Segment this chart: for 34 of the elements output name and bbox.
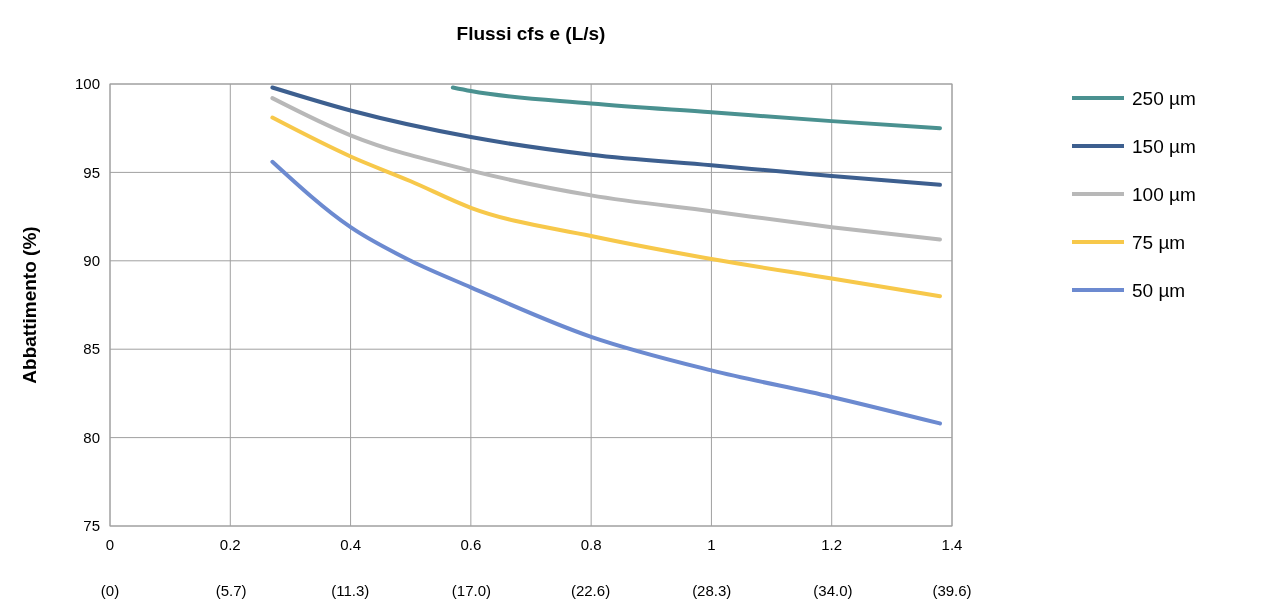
x2-tick-label: (11.3) xyxy=(331,582,370,599)
x2-tick-label: (34.0) xyxy=(813,582,853,599)
x2-tick-label: (22.6) xyxy=(570,582,611,599)
x2-tick-label: (17.0) xyxy=(451,582,492,599)
x2-tick-label: (5.7) xyxy=(215,582,247,599)
y-tick-label: 95 xyxy=(83,163,100,181)
legend-label: 150 µm xyxy=(1132,135,1196,157)
x-tick-label: 0.6 xyxy=(460,536,482,553)
x2-tick-label: (0) xyxy=(100,582,120,599)
x-tick-label: 0.4 xyxy=(340,536,361,553)
x-tick-label: 0.8 xyxy=(580,536,602,553)
line-series xyxy=(270,85,942,187)
y-tick-label: 90 xyxy=(83,252,100,270)
y-tick-label: 85 xyxy=(83,340,100,358)
y-tick-label: 100 xyxy=(74,75,100,93)
x-tick-label: 0 xyxy=(105,536,115,553)
line-series xyxy=(270,159,942,426)
x-tick-label: 0.2 xyxy=(219,536,241,553)
legend-label: 50 µm xyxy=(1132,279,1186,301)
x-tick-label: 1 xyxy=(707,536,716,553)
line-series xyxy=(450,85,942,131)
legend-label: 100 µm xyxy=(1132,183,1196,205)
y-axis-title: Abbattimento (%) xyxy=(19,226,40,384)
legend-label: 75 µm xyxy=(1132,231,1186,253)
x-tick-label: 1.4 xyxy=(941,536,963,553)
x-tick-label: 1.2 xyxy=(821,536,843,553)
chart-title: Flussi cfs e (L/s) xyxy=(456,23,606,44)
line-series xyxy=(270,115,942,299)
x2-tick-label: (28.3) xyxy=(692,582,732,599)
y-tick-label: 80 xyxy=(83,428,100,446)
x2-tick-label: (39.6) xyxy=(932,582,972,599)
y-tick-label: 75 xyxy=(83,517,100,535)
line-series xyxy=(270,96,942,242)
legend-label: 250 µm xyxy=(1132,87,1196,109)
